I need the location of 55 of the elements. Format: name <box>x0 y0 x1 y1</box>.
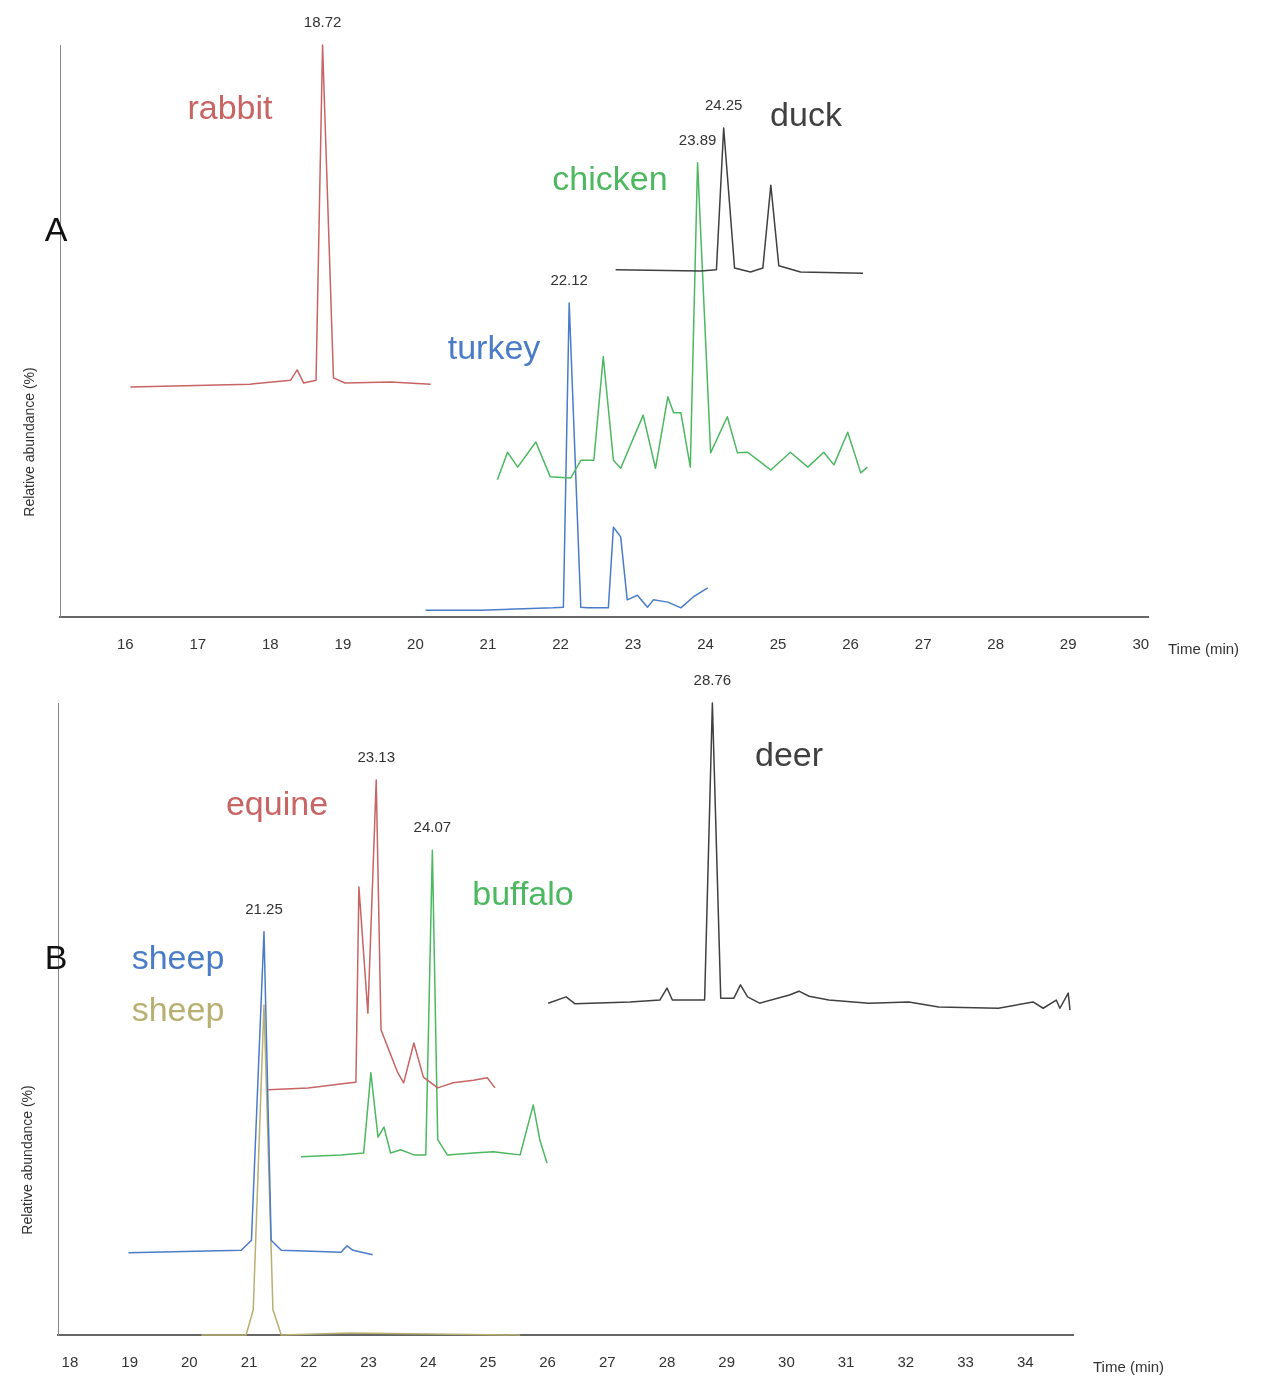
x-tick-label: 31 <box>837 1353 855 1371</box>
series-label: sheep <box>131 938 225 977</box>
x-tick-label: 24 <box>419 1353 437 1371</box>
x-tick-label: 27 <box>598 1353 616 1371</box>
annotation: A <box>44 210 68 249</box>
x-tick-label: 26 <box>539 1353 556 1371</box>
x-tick-label: 27 <box>914 635 932 653</box>
y-axis-title: Relative abundance (%) <box>18 1085 35 1235</box>
annotation: 24.07 <box>413 818 452 836</box>
x-tick-label: 26 <box>842 635 859 653</box>
x-tick-label: 18 <box>61 1353 79 1371</box>
x-tick-label: 25 <box>479 1353 497 1371</box>
x-tick-label: 29 <box>718 1353 736 1371</box>
x-tick-label: 28 <box>658 1353 676 1371</box>
annotation: 28.76 <box>693 671 732 689</box>
x-tick-label: 19 <box>121 1353 138 1371</box>
x-tick-label: 33 <box>957 1353 974 1371</box>
series-label: turkey <box>447 328 541 367</box>
series-label: sheep <box>131 990 225 1029</box>
series-label: duck <box>770 95 843 134</box>
series-label: chicken <box>552 159 668 198</box>
series-label: buffalo <box>472 874 574 913</box>
x-tick-label: 21 <box>240 1353 258 1371</box>
x-axis-title: Time (min) <box>1093 1358 1165 1376</box>
series-label: equine <box>225 784 329 823</box>
x-tick-label: 28 <box>987 635 1005 653</box>
x-tick-label: 29 <box>1059 635 1077 653</box>
y-axis-title: Relative abundance (%) <box>20 367 37 517</box>
annotation: 23.89 <box>678 130 717 148</box>
series-label: rabbit <box>187 88 274 127</box>
annotation: 18.72 <box>303 13 342 31</box>
x-tick-label: 18 <box>262 635 279 653</box>
x-tick-label: 19 <box>334 635 352 653</box>
x-axis-title: Time (min) <box>1168 640 1240 658</box>
x-tick-label: 34 <box>1016 1353 1034 1371</box>
x-tick-label: 25 <box>769 635 787 653</box>
x-tick-label: 16 <box>116 635 134 653</box>
x-tick-label: 23 <box>624 635 642 653</box>
annotation: 22.12 <box>550 271 588 289</box>
x-tick-label: 22 <box>552 635 569 653</box>
x-tick-label: 30 <box>1132 635 1150 653</box>
annotation: 24.25 <box>704 96 743 114</box>
x-tick-label: 20 <box>407 635 424 653</box>
x-tick-label: 17 <box>189 635 207 653</box>
x-tick-label: 21 <box>479 635 497 653</box>
x-tick-label: 23 <box>360 1353 377 1371</box>
x-tick-label: 32 <box>897 1353 915 1371</box>
x-tick-label: 30 <box>778 1353 795 1371</box>
x-tick-label: 22 <box>300 1353 318 1371</box>
annotation: 21.25 <box>245 899 283 917</box>
series-label: deer <box>754 735 824 774</box>
x-tick-label: 24 <box>697 635 714 653</box>
annotation: 23.13 <box>357 748 396 766</box>
annotation: B <box>44 938 68 977</box>
x-tick-label: 20 <box>181 1353 198 1371</box>
